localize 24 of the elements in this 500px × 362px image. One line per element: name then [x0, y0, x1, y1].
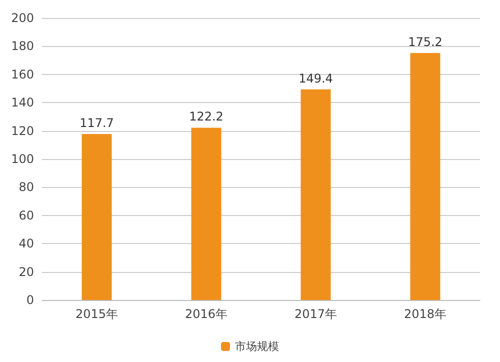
y-tick-label: 180: [11, 39, 34, 54]
legend-label: 市场规模: [235, 340, 279, 353]
x-tick-label: 2017年: [294, 307, 338, 321]
x-tick-label: 2015年: [75, 307, 118, 321]
y-tick-label: 0: [26, 293, 34, 307]
y-tick-label: 140: [11, 96, 34, 110]
y-tick-label: 20: [18, 264, 34, 279]
y-tick-label: 100: [11, 152, 34, 166]
x-tick-label: 2016年: [184, 307, 228, 321]
data-label: 149.4: [298, 71, 333, 86]
y-tick-label: 40: [18, 236, 34, 251]
bar: [191, 128, 222, 300]
data-label: 175.2: [408, 34, 442, 49]
y-tick-label: 120: [11, 124, 34, 138]
y-tick-label: 60: [18, 208, 34, 222]
y-tick-label: 160: [11, 67, 34, 82]
bar: [410, 52, 440, 300]
data-label: 122.2: [189, 110, 224, 124]
x-tick-label: 2018年: [404, 307, 447, 321]
bar: [82, 134, 112, 300]
data-label: 117.7: [80, 116, 114, 130]
y-tick-label: 200: [11, 11, 34, 25]
y-tick-label: 80: [18, 180, 34, 194]
bar: [300, 89, 331, 300]
